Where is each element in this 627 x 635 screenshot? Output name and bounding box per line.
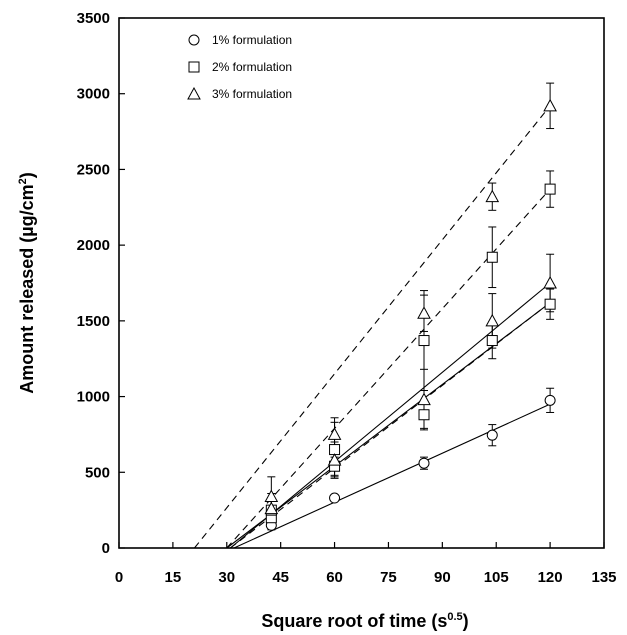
circle-data-point [329, 492, 341, 504]
x-tick-label: 15 [165, 569, 182, 586]
triangle-data-point [417, 306, 431, 319]
fit-lines [194, 105, 551, 549]
x-tick-label: 120 [538, 569, 563, 586]
tick-labels: 0 15 30 45 60 75 90 105 120 135 0 500 1000 1500 2000 25… [77, 10, 617, 586]
triangle-data-point [543, 98, 557, 112]
circle-data-point [486, 429, 498, 441]
triangle-legend-marker [187, 86, 201, 100]
x-tick-label: 135 [591, 569, 616, 586]
x-tick-label: 45 [272, 569, 289, 586]
y-tick-label: 2500 [77, 161, 110, 178]
triangle-data-point [264, 489, 279, 503]
legend-label: 1% formulation [212, 33, 292, 47]
solid-fit-line [233, 403, 551, 549]
legend-label: 3% formulation [212, 87, 292, 101]
x-axis-title: Square root of time (s0.5) [261, 611, 468, 631]
square-data-point [486, 335, 498, 347]
x-tick-label: 90 [434, 569, 451, 586]
circle-legend-marker [188, 34, 200, 46]
square-data-point [329, 444, 341, 456]
x-tick-label: 75 [380, 569, 397, 586]
data-points [264, 98, 557, 531]
y-tick-label: 0 [102, 540, 110, 557]
square-data-point [418, 335, 430, 347]
triangle-data-point [417, 392, 431, 406]
circle-data-point [544, 394, 556, 406]
dashed-fit-line [194, 105, 551, 549]
dashed-fit-line [226, 188, 551, 549]
triangle-data-point [543, 275, 557, 289]
x-tick-label: 30 [218, 569, 235, 586]
y-tick-label: 500 [85, 464, 110, 481]
plot-frame [118, 17, 605, 549]
y-tick-label: 3500 [77, 10, 110, 27]
square-data-point [544, 298, 556, 310]
circle-data-point [418, 457, 430, 469]
x-tick-label: 105 [484, 569, 509, 586]
x-tick-label: 60 [326, 569, 343, 586]
y-tick-label: 3000 [77, 86, 110, 103]
square-data-point [544, 183, 556, 195]
axis-ticks [118, 17, 605, 549]
dashed-fit-line [230, 302, 551, 549]
x-tick-label: 0 [115, 569, 123, 586]
square-data-point [418, 409, 430, 421]
y-tick-label: 1500 [77, 313, 110, 330]
legend: 1% formulation 2% formulation 3% formulati… [187, 33, 292, 101]
square-legend-marker [188, 61, 200, 73]
y-tick-label: 2000 [77, 237, 110, 254]
legend-label: 2% formulation [212, 60, 292, 74]
triangle-data-point [327, 427, 342, 440]
triangle-data-point [327, 453, 342, 466]
square-data-point [486, 251, 498, 263]
triangle-data-point [264, 501, 279, 515]
y-tick-label: 1000 [77, 389, 110, 406]
error-bars [267, 82, 555, 531]
y-axis-title: Amount released (µg/cm2) [17, 172, 37, 394]
solid-fit-line [230, 282, 551, 549]
triangle-data-point [485, 313, 500, 327]
triangle-data-point [485, 189, 500, 203]
